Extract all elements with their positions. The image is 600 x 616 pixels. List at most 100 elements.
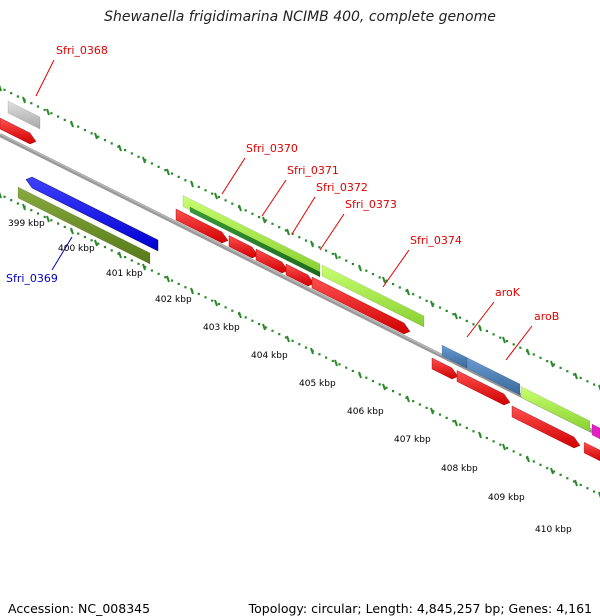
lower-tick-track-dot xyxy=(211,300,213,302)
upper-tick-track-dot xyxy=(499,337,501,339)
gene-label-sfri_0374: Sfri_0374 xyxy=(410,234,462,247)
kbp-label: 408 kbp xyxy=(441,464,478,474)
lower-tick-track-dot xyxy=(493,440,495,442)
lower-major-tick xyxy=(143,264,145,270)
upper-tick-track-dot xyxy=(352,263,354,265)
lower-tick-track-dot xyxy=(184,286,186,288)
gene-leader-line xyxy=(467,302,494,337)
gene-label-sfri_0371: Sfri_0371 xyxy=(287,164,339,177)
upper-tick-track-dot xyxy=(539,357,541,359)
lower-tick-track-dot xyxy=(204,296,206,298)
lower-major-tick xyxy=(407,396,409,402)
upper-tick-track-dot xyxy=(486,330,488,332)
upper-major-tick xyxy=(383,277,385,283)
upper-tick-track-dot xyxy=(131,152,133,154)
lower-tick-track-dot xyxy=(566,477,568,479)
upper-tick-track-dot xyxy=(338,256,340,258)
lower-tick-track-dot xyxy=(560,474,562,476)
upper-tick-track-dot xyxy=(231,203,233,205)
topology-text: Topology: circular; Length: 4,845,257 bp… xyxy=(249,601,592,616)
gene-bar-darkgreen xyxy=(190,207,320,277)
lower-major-tick xyxy=(119,252,121,258)
lower-tick-track-dot xyxy=(17,202,19,204)
kbp-label: 403 kbp xyxy=(203,323,240,333)
kbp-label: 405 kbp xyxy=(299,379,336,389)
lower-tick-track-dot xyxy=(245,316,247,318)
lower-tick-track-dot xyxy=(459,424,461,426)
gene-leader-line xyxy=(383,250,409,287)
upper-tick-track-dot xyxy=(258,216,260,218)
lower-tick-track-dot xyxy=(365,377,367,379)
upper-tick-track-dot xyxy=(372,273,374,275)
upper-major-tick xyxy=(71,121,73,127)
genome-map: Sfri_0368Sfri_0369Sfri_0370Sfri_0371Sfri… xyxy=(0,0,600,600)
upper-major-tick xyxy=(95,133,97,139)
upper-major-tick xyxy=(239,205,241,211)
upper-tick-track-dot xyxy=(37,105,39,107)
lower-major-tick xyxy=(263,324,265,330)
upper-tick-track-dot xyxy=(566,370,568,372)
lower-tick-track-dot xyxy=(50,219,52,221)
lower-tick-track-dot xyxy=(164,276,166,278)
gene-leader-line xyxy=(262,180,286,216)
lower-tick-track-dot xyxy=(30,209,32,211)
lower-tick-track-dot xyxy=(325,357,327,359)
upper-tick-track-dot xyxy=(513,343,515,345)
upper-tick-track-dot xyxy=(225,199,227,201)
gene-leader-line xyxy=(292,197,315,234)
upper-tick-track-dot xyxy=(318,246,320,248)
lower-major-tick xyxy=(287,336,289,342)
lower-major-tick xyxy=(359,372,361,378)
lower-tick-track-dot xyxy=(466,427,468,429)
upper-major-tick xyxy=(191,181,193,187)
upper-tick-track-dot xyxy=(271,223,273,225)
lower-tick-track-dot xyxy=(3,196,5,198)
lower-tick-track-dot xyxy=(258,323,260,325)
upper-major-tick xyxy=(335,253,337,259)
upper-tick-track-dot xyxy=(345,260,347,262)
lower-tick-track-dot xyxy=(84,236,86,238)
accession-text: Accession: NC_008345 xyxy=(8,601,150,616)
lower-tick-track-dot xyxy=(352,370,354,372)
lower-tick-track-dot xyxy=(399,393,401,395)
kbp-label: 401 kbp xyxy=(106,269,143,279)
upper-tick-track-dot xyxy=(158,166,160,168)
lower-tick-track-dot xyxy=(198,293,200,295)
upper-tick-track-dot xyxy=(104,139,106,141)
upper-tick-track-dot xyxy=(466,320,468,322)
upper-tick-track-dot xyxy=(44,109,46,111)
lower-tick-track-dot xyxy=(104,246,106,248)
lower-tick-track-dot xyxy=(546,467,548,469)
lower-major-tick xyxy=(335,360,337,366)
upper-tick-track-dot xyxy=(17,95,19,97)
upper-tick-track-dot xyxy=(10,92,12,94)
lower-major-tick xyxy=(503,444,505,450)
upper-tick-track-dot xyxy=(446,310,448,312)
upper-tick-track-dot xyxy=(124,149,126,151)
lower-tick-track-dot xyxy=(372,380,374,382)
gene-label-sfri_0373: Sfri_0373 xyxy=(345,198,397,211)
lower-tick-track-dot xyxy=(298,343,300,345)
upper-tick-track-dot xyxy=(580,377,582,379)
lower-tick-track-dot xyxy=(446,417,448,419)
lower-tick-track-dot xyxy=(586,487,588,489)
kbp-label: 410 kbp xyxy=(535,525,572,535)
lower-tick-track-dot xyxy=(131,259,133,261)
upper-major-tick xyxy=(359,265,361,271)
lower-major-tick xyxy=(95,240,97,246)
upper-major-tick xyxy=(551,361,553,367)
upper-major-tick xyxy=(0,85,1,91)
upper-major-tick xyxy=(167,169,169,175)
lower-major-tick xyxy=(311,348,313,354)
upper-major-tick xyxy=(47,109,49,115)
upper-tick-track-dot xyxy=(218,196,220,198)
lower-major-tick xyxy=(383,384,385,390)
gene-label-arok: aroK xyxy=(495,286,521,299)
upper-tick-track-dot xyxy=(560,367,562,369)
upper-major-tick xyxy=(455,313,457,319)
upper-tick-track-dot xyxy=(245,209,247,211)
upper-tick-track-dot xyxy=(399,286,401,288)
upper-tick-track-dot xyxy=(493,333,495,335)
upper-tick-track-dot xyxy=(211,193,213,195)
gene-label-sfri_0369: Sfri_0369 xyxy=(6,272,58,285)
